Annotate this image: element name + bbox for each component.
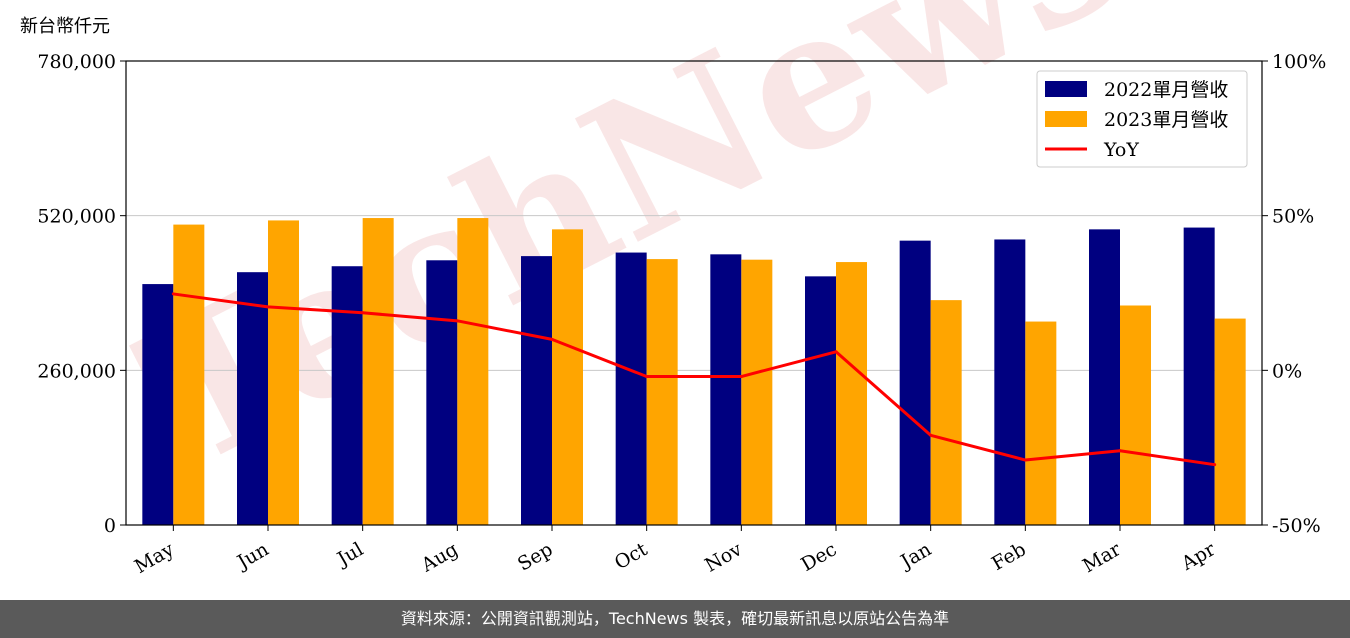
y-left-tick-label: 520,000 xyxy=(37,206,116,228)
bar-series2 xyxy=(552,229,583,525)
bar-series2 xyxy=(836,262,867,525)
bar-series2 xyxy=(457,218,489,526)
y-right-tick-label: -50% xyxy=(1272,515,1321,537)
x-tick-label: Oct xyxy=(611,538,652,574)
yoy-point xyxy=(1118,449,1122,453)
y-right-tick-label: 0% xyxy=(1272,360,1302,382)
yoy-point xyxy=(266,305,270,309)
plot-frame xyxy=(125,60,1263,526)
bar-series1 xyxy=(331,266,363,525)
bars-layer xyxy=(142,218,1246,526)
y-right-tick-label: 100% xyxy=(1272,51,1326,73)
bar-series2 xyxy=(1120,305,1151,525)
bar-series2 xyxy=(362,218,394,526)
bar-series1 xyxy=(805,276,836,525)
bar-series2 xyxy=(1214,318,1246,525)
bar-series2 xyxy=(646,259,678,525)
x-tick-label: Dec xyxy=(797,538,840,576)
bar-series1 xyxy=(521,256,552,525)
bar-series1 xyxy=(710,254,742,526)
yoy-point xyxy=(361,311,365,315)
grid-layer xyxy=(126,215,1262,371)
x-tick-label: Sep xyxy=(514,538,557,575)
x-tick-label: Mar xyxy=(1079,538,1125,577)
bar-series2 xyxy=(1025,321,1057,525)
x-tick-label: May xyxy=(131,538,178,578)
legend-swatch xyxy=(1045,111,1087,127)
x-tick-label: Jun xyxy=(232,538,273,574)
y-left-tick-label: 780,000 xyxy=(37,51,116,73)
bar-series2 xyxy=(268,220,299,525)
x-tick-label: Apr xyxy=(1177,538,1220,575)
y-right-tick-label: 50% xyxy=(1272,206,1314,228)
bar-series1 xyxy=(237,272,268,525)
legend: 2022單月營收 2023單月營收 YoY xyxy=(1036,70,1248,168)
bar-series2 xyxy=(173,224,205,526)
legend-label: 2023單月營收 xyxy=(1104,109,1228,131)
x-tick-label: Jul xyxy=(332,538,367,571)
bar-series1 xyxy=(426,260,458,525)
x-tick-label: Nov xyxy=(701,538,746,577)
yoy-point xyxy=(455,319,459,323)
yoy-point xyxy=(550,337,554,341)
y-axis-unit-label: 新台幣仟元 xyxy=(20,16,110,37)
yoy-point xyxy=(834,350,838,354)
legend-box xyxy=(1036,70,1248,168)
yoy-line xyxy=(173,292,1215,467)
revenue-chart: TechNews 0260,000520,000780,000-50%0%50%… xyxy=(37,0,1326,578)
y-left-tick-label: 260,000 xyxy=(37,360,116,382)
yoy-point xyxy=(1213,463,1217,467)
bar-series1 xyxy=(615,252,647,526)
bar-series2 xyxy=(741,259,773,525)
yoy-point xyxy=(739,375,743,379)
legend-label: YoY xyxy=(1103,139,1139,161)
y-left-tick-label: 0 xyxy=(104,515,116,537)
yoy-point xyxy=(645,375,649,379)
bar-series1 xyxy=(899,240,931,525)
x-tick-label: Aug xyxy=(417,538,462,577)
x-tick-label: Feb xyxy=(988,538,1030,575)
bar-series1 xyxy=(142,284,174,525)
legend-swatch xyxy=(1045,81,1087,97)
bar-series2 xyxy=(930,300,962,525)
bar-series1 xyxy=(1183,227,1215,526)
bar-series1 xyxy=(1089,229,1120,525)
yoy-line-layer xyxy=(171,292,1217,467)
yoy-point xyxy=(929,433,933,437)
bar-series1 xyxy=(994,239,1026,525)
yoy-point xyxy=(171,292,175,296)
legend-label: 2022單月營收 xyxy=(1104,79,1228,101)
x-tick-label: Jan xyxy=(895,538,935,574)
yoy-point xyxy=(1023,458,1027,462)
footer-source-note: 資料來源：公開資訊觀測站，TechNews 製表，確切最新訊息以原站公告為準 xyxy=(0,600,1350,638)
